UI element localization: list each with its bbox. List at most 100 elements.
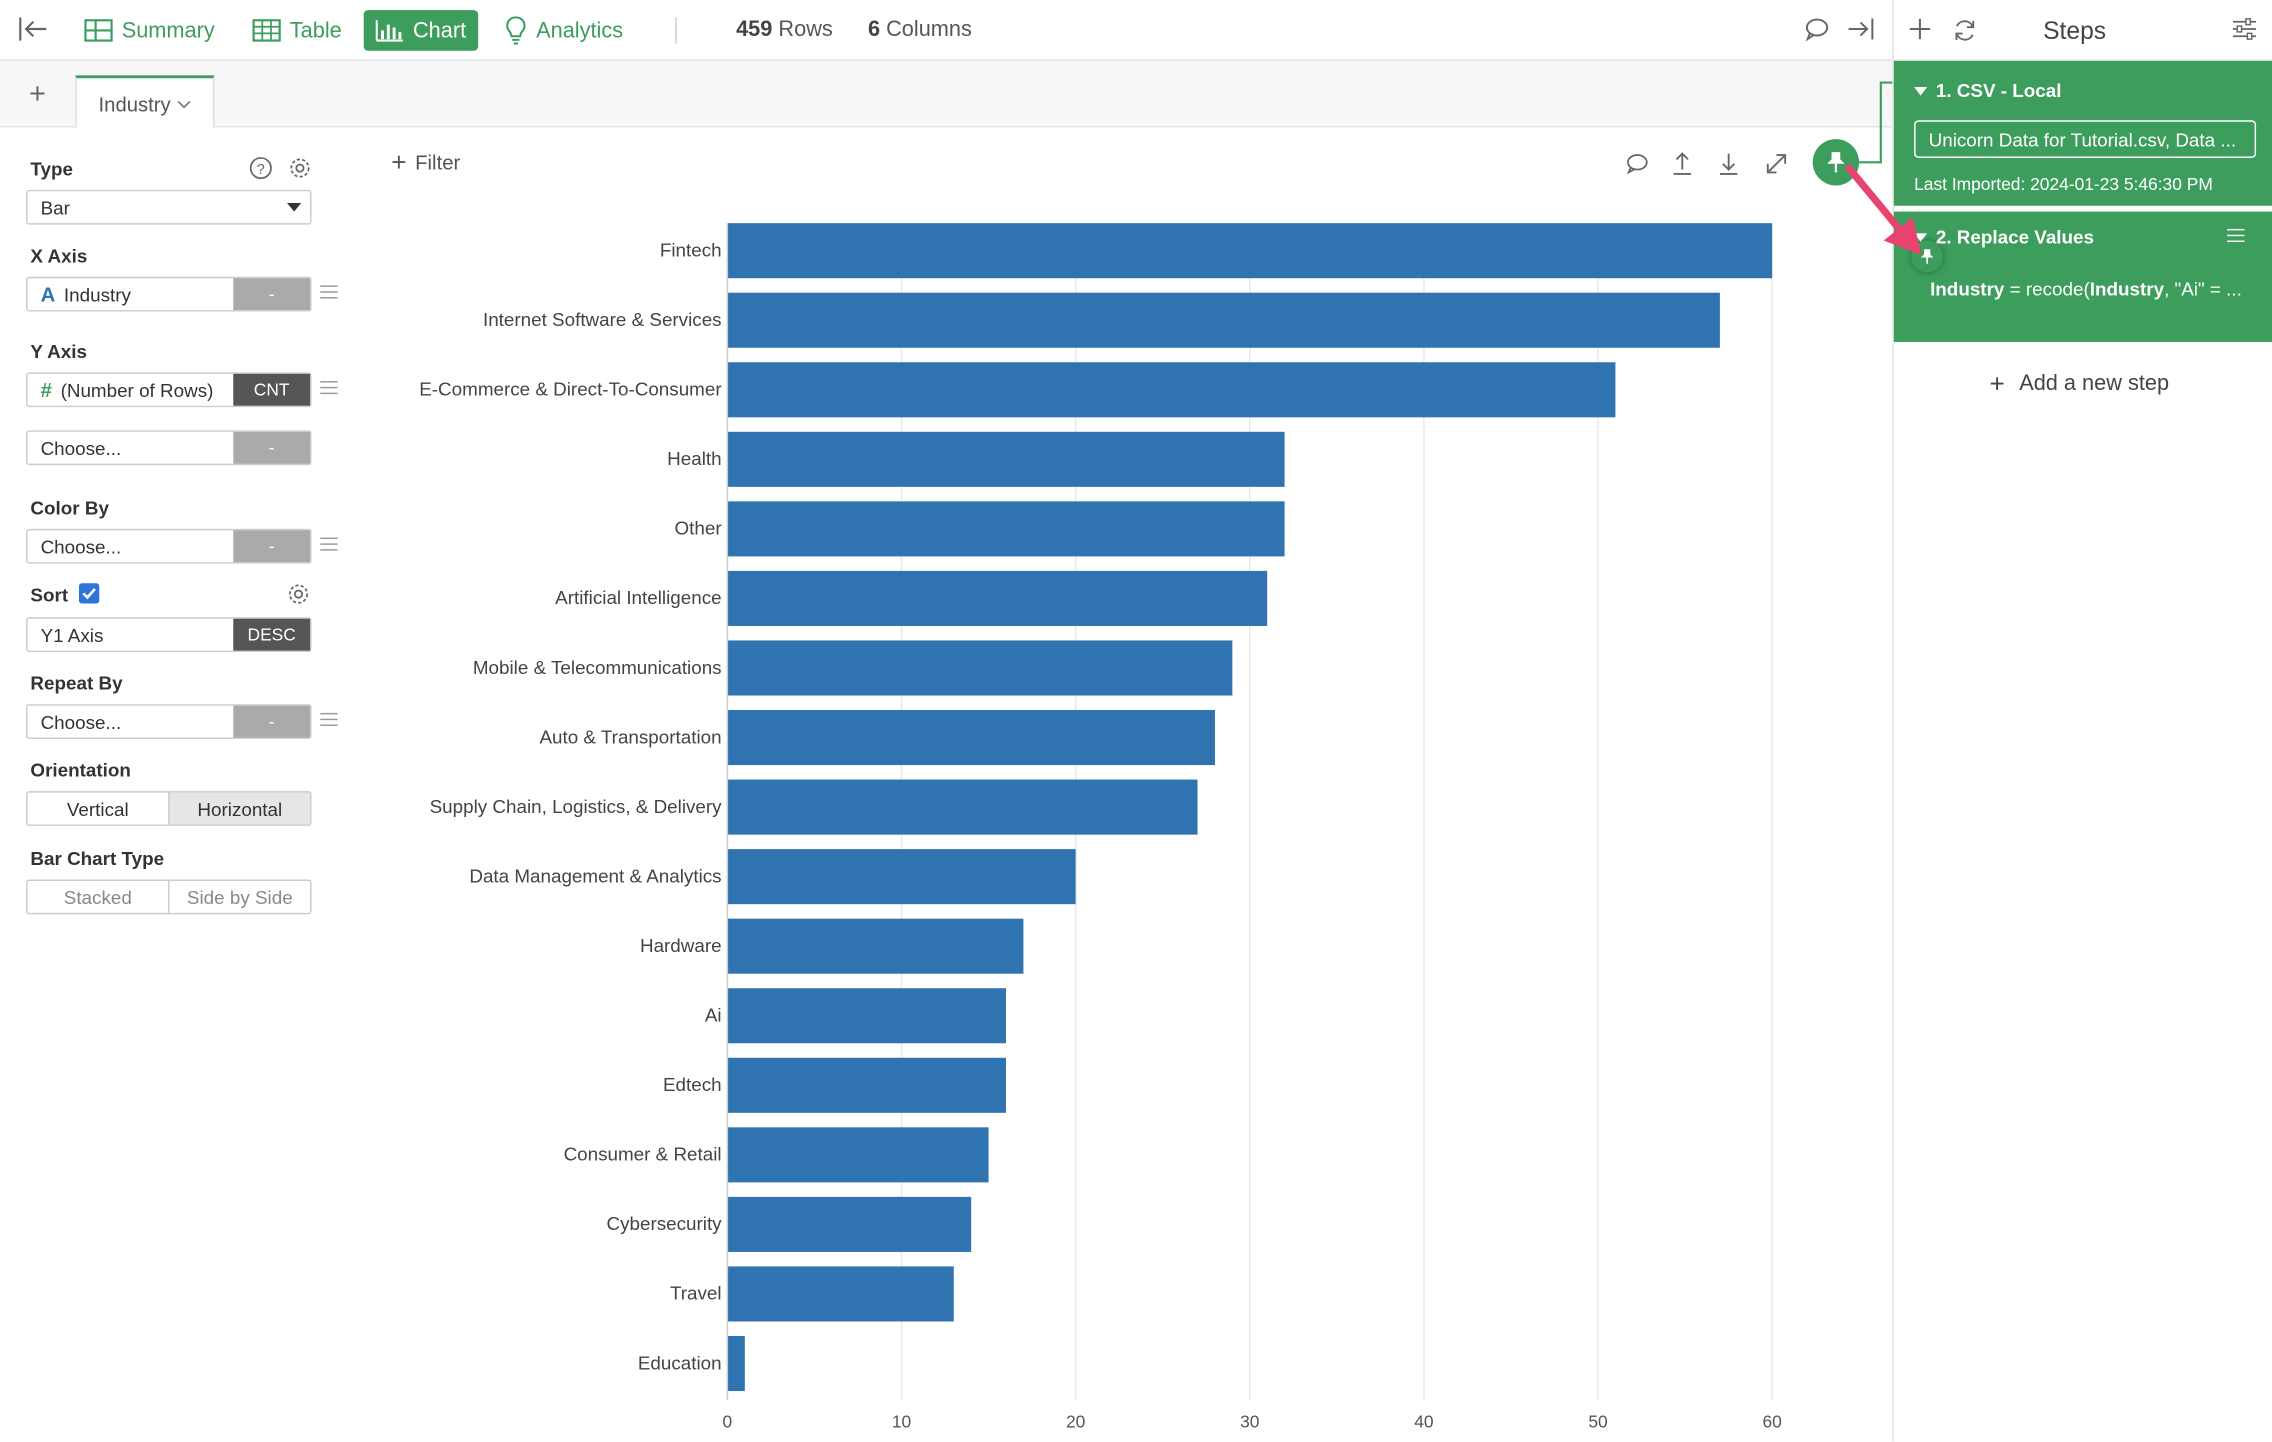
sort-order[interactable]: DESC	[233, 618, 311, 651]
bar	[727, 1335, 745, 1392]
export-icon[interactable]	[1669, 151, 1695, 177]
y2-axis-field[interactable]: Choose... -	[26, 430, 312, 466]
chart-type-select[interactable]: Bar	[26, 189, 312, 225]
repeat-by-label: Repeat By	[30, 672, 123, 695]
x-axis-menu-icon[interactable]	[320, 285, 338, 299]
comment-icon[interactable]	[1803, 14, 1832, 43]
color-by-field[interactable]: Choose... -	[26, 528, 312, 564]
collapse-right-icon[interactable]	[1846, 14, 1875, 43]
bar	[727, 223, 1773, 279]
caret-down-icon	[286, 202, 302, 212]
y-category-label: Hardware	[640, 935, 722, 956]
bar-type-side-by-side[interactable]: Side by Side	[168, 880, 310, 913]
sort-field[interactable]: Y1 Axis DESC	[26, 617, 312, 653]
add-step-button[interactable]: + Add a new step	[1989, 368, 2169, 398]
settings-sliders-icon[interactable]	[2231, 17, 2257, 40]
type-label: Type	[30, 157, 74, 180]
x-tick-label: 50	[1588, 1411, 1607, 1431]
bar	[727, 1057, 1006, 1113]
bar	[727, 849, 1076, 905]
step-replace-values[interactable]: 2. Replace Values Industry = recode(Indu…	[1893, 211, 2272, 342]
y-category-label: Education	[638, 1352, 722, 1373]
repeat-by-value: Choose...	[40, 710, 122, 733]
step-2-expr-col: Industry	[1930, 278, 2005, 300]
x-axis-field[interactable]: A Industry -	[26, 276, 312, 312]
bar	[727, 570, 1268, 626]
sort-gear-icon[interactable]	[287, 582, 310, 605]
y-category-label: Ai	[705, 1005, 722, 1026]
steps-panel: Steps 1. CSV - Local Unicorn Data for Tu…	[1892, 0, 2272, 1442]
plus-icon: +	[1989, 368, 2005, 398]
step-2-expr-col2: Industry	[2089, 278, 2165, 300]
chart-type-value: Bar	[40, 196, 70, 219]
y-axis-menu-icon[interactable]	[320, 381, 338, 395]
y-category-label: Health	[667, 448, 721, 469]
number-type-icon: #	[40, 378, 52, 402]
gear-icon[interactable]	[288, 156, 311, 179]
x-tick-label: 20	[1066, 1411, 1085, 1431]
pin-button[interactable]	[1812, 139, 1860, 186]
chart-comment-icon[interactable]	[1624, 151, 1650, 177]
step-2-menu-icon[interactable]	[2227, 228, 2245, 242]
help-icon[interactable]: ?	[249, 156, 272, 180]
step-1-header: 1. CSV - Local	[1914, 80, 2061, 101]
refresh-icon[interactable]	[1952, 17, 1978, 43]
color-by-value: Choose...	[40, 535, 122, 558]
pin-connector-line	[1859, 81, 1894, 164]
tab-analytics[interactable]: Analytics	[493, 10, 635, 51]
tab-table[interactable]: Table	[241, 10, 354, 51]
caret-down-icon	[1914, 232, 1928, 242]
bar	[727, 710, 1215, 766]
step-2-header: 2. Replace Values	[1914, 226, 2094, 248]
repeat-by-aggregation[interactable]: -	[233, 705, 311, 738]
add-chart-tab-button[interactable]: +	[28, 78, 46, 111]
repeat-by-menu-icon[interactable]	[320, 712, 338, 727]
y-category-label: E-Commerce & Direct-To-Consumer	[419, 379, 721, 400]
svg-text:?: ?	[257, 162, 265, 178]
pin-icon	[1827, 152, 1845, 173]
x-tick-label: 40	[1414, 1411, 1433, 1431]
summary-icon	[84, 19, 113, 42]
filter-button[interactable]: + Filter	[391, 149, 460, 175]
tab-chart[interactable]: Chart	[363, 10, 478, 51]
chart-icon	[375, 20, 403, 42]
x-tick-label: 60	[1762, 1411, 1781, 1431]
sort-checkbox[interactable]	[78, 582, 100, 604]
bar	[727, 1196, 972, 1252]
columns-count: 6 Columns	[868, 17, 972, 42]
y-category-label: Other	[675, 518, 722, 539]
lightbulb-icon	[506, 16, 526, 45]
bar	[727, 988, 1006, 1044]
chart-tab-industry[interactable]: Industry	[75, 75, 215, 129]
step-2-expr-tail: , "Ai" = ...	[2164, 278, 2242, 300]
expand-icon[interactable]	[1763, 151, 1789, 177]
table-icon	[252, 19, 281, 42]
collapse-left-icon[interactable]	[17, 14, 49, 43]
bar	[727, 362, 1616, 418]
x-axis-aggregation[interactable]: -	[233, 278, 311, 311]
add-icon[interactable]	[1908, 17, 1931, 40]
step-1-source[interactable]: Unicorn Data for Tutorial.csv, Data ...	[1914, 120, 2257, 158]
orientation-vertical[interactable]: Vertical	[66, 797, 129, 820]
orientation-horizontal[interactable]: Horizontal	[168, 792, 311, 825]
y-axis-field[interactable]: # (Number of Rows) CNT	[26, 372, 312, 408]
steps-header: Steps	[1893, 0, 2272, 61]
color-by-menu-icon[interactable]	[320, 537, 338, 552]
download-icon[interactable]	[1716, 151, 1742, 177]
y-category-label: Auto & Transportation	[539, 726, 721, 747]
columns-count-label: Columns	[886, 17, 972, 43]
bar	[727, 779, 1198, 835]
repeat-by-field[interactable]: Choose... -	[26, 704, 312, 739]
bar-type-stacked[interactable]: Stacked	[63, 886, 132, 908]
step-2-title: 2. Replace Values	[1935, 226, 2094, 248]
orientation-toggle: Vertical Horizontal	[26, 791, 312, 826]
color-by-aggregation[interactable]: -	[233, 530, 311, 563]
orientation-label: Orientation	[30, 759, 131, 782]
x-axis-value: Industry	[63, 283, 131, 306]
step-csv-local[interactable]: 1. CSV - Local Unicorn Data for Tutorial…	[1893, 60, 2272, 206]
y2-axis-aggregation[interactable]: -	[233, 431, 311, 464]
tab-summary[interactable]: Summary	[72, 10, 226, 51]
bar	[727, 292, 1720, 348]
y-axis-aggregation[interactable]: CNT	[233, 373, 311, 406]
